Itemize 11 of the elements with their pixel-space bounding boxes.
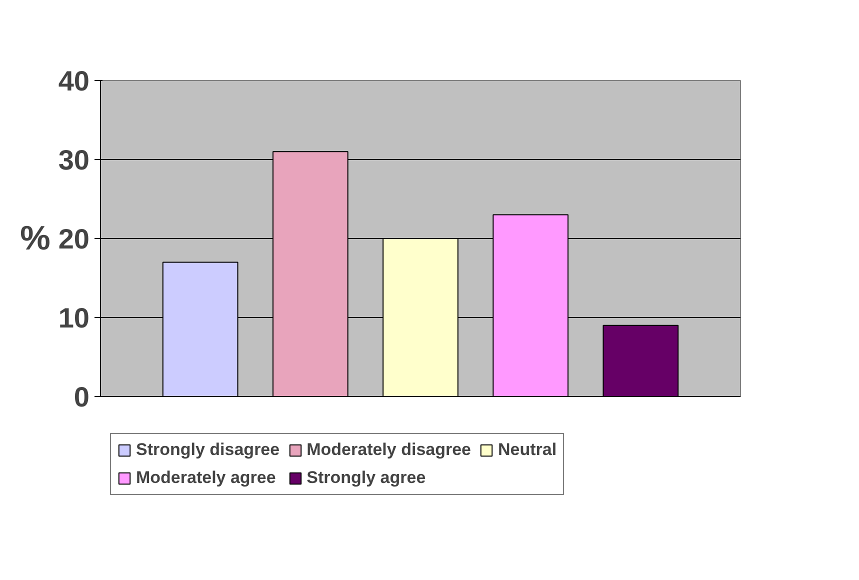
y-tick-label: 0 <box>74 382 90 412</box>
y-tick-label: 30 <box>58 144 90 176</box>
legend-label: Strongly agree <box>306 468 426 488</box>
y-tick-label: 40 <box>58 66 90 96</box>
legend-label: Strongly disagree <box>136 440 280 460</box>
legend-label: Neutral <box>498 440 557 460</box>
y-axis-title: % <box>20 220 50 258</box>
legend-label: Moderately agree <box>136 468 276 488</box>
y-tick-label: 20 <box>58 224 90 254</box>
y-tick-label: 10 <box>58 302 90 334</box>
legend-label: Moderately disagree <box>306 440 472 460</box>
